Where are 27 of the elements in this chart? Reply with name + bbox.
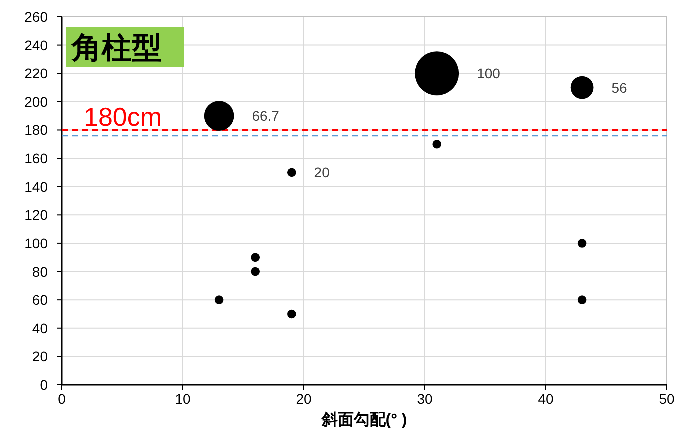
y-tick-label: 180 xyxy=(24,122,48,138)
y-tick-label: 160 xyxy=(24,150,48,167)
title: 角柱型 xyxy=(66,27,184,67)
x-tick-label: 10 xyxy=(175,391,191,407)
y-tick-label: 200 xyxy=(24,94,48,110)
annotation: 56 xyxy=(612,80,628,96)
y-tick-label: 240 xyxy=(24,37,48,54)
x-axis-title: 斜面勾配(° ) xyxy=(320,411,408,429)
y-tick-label: 60 xyxy=(32,292,48,308)
y-tick-label: 80 xyxy=(32,264,48,280)
annotation: 20 xyxy=(314,164,330,181)
annotation: 66.7 xyxy=(252,108,280,124)
y-tick-label: 40 xyxy=(32,320,48,336)
ref-line-label: 180cm xyxy=(84,102,162,132)
x-tick-label: 50 xyxy=(659,391,675,407)
y-tick-label: 140 xyxy=(24,178,48,195)
y-tick-label: 260 xyxy=(24,9,48,25)
y-tick-label: 120 xyxy=(24,207,48,224)
x-tick-label: 30 xyxy=(417,391,433,407)
annotation: 100 xyxy=(477,66,501,82)
x-tick-label: 40 xyxy=(538,391,554,407)
x-tick-label: 20 xyxy=(296,391,312,407)
y-tick-label: 220 xyxy=(24,66,48,82)
y-tick-label: 100 xyxy=(24,235,48,252)
y-tick-label: 20 xyxy=(32,348,48,365)
y-tick-label: 0 xyxy=(40,377,48,393)
x-tick-label: 0 xyxy=(58,391,66,407)
